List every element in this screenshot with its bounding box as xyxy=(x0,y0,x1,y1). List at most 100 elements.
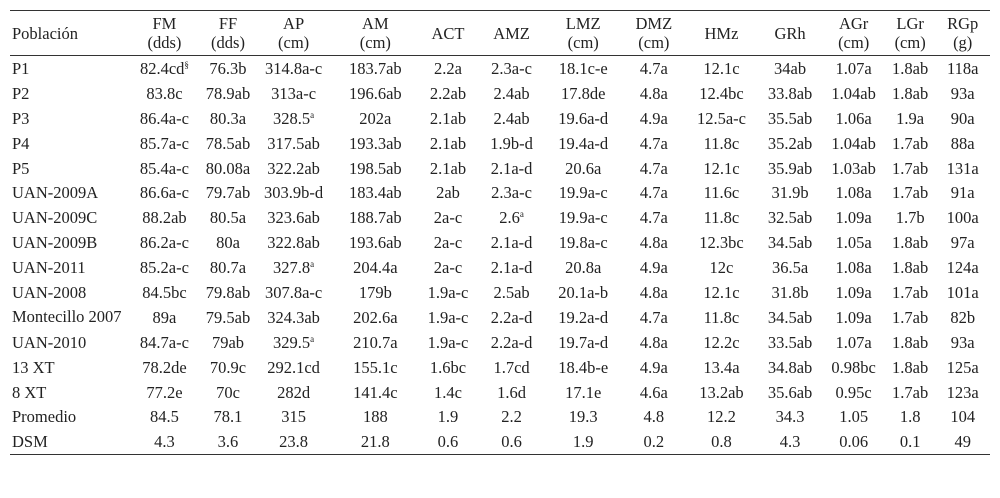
footnote-mark: § xyxy=(184,59,189,70)
table-cell: 1.9a-c xyxy=(427,307,469,327)
column-header: HMz xyxy=(685,11,758,56)
table-cell: 4.9a xyxy=(639,357,668,377)
column-label: DMZ xyxy=(635,14,673,33)
column-header: AM (cm) xyxy=(334,11,417,56)
table-cell: 123a xyxy=(946,382,979,402)
table-cell: 1.8 xyxy=(899,407,921,427)
table-cell: 78.9ab xyxy=(205,83,251,103)
table-cell: 12.1c xyxy=(703,158,740,178)
table-cell: 32.5ab xyxy=(767,208,813,228)
table-cell: 34ab xyxy=(774,58,807,78)
data-table: Población FM (dds) FF (dds) AP (cm) AM (cm) ACT AM… xyxy=(10,10,990,455)
table-cell: 198.5ab xyxy=(348,158,402,178)
table-cell: 82.4cd§ xyxy=(126,56,203,81)
table-cell: 86.4a-c xyxy=(139,108,189,128)
table-cell: 329.5a xyxy=(253,330,334,355)
table-cell: 11.8c xyxy=(703,307,740,327)
table-cell: 78.1 xyxy=(213,407,243,427)
table-cell: 2.1ab xyxy=(429,158,467,178)
table-cell: 78.5ab xyxy=(205,133,251,153)
table-cell: 125a xyxy=(946,357,979,377)
table-cell: 101a xyxy=(946,282,979,302)
table-cell: 19.3 xyxy=(568,407,598,427)
table-cell: 4.9a xyxy=(639,108,668,128)
table-cell: 17.8de xyxy=(560,83,606,103)
table-cell: 33.8ab xyxy=(767,83,813,103)
column-unit: (g) xyxy=(953,33,973,52)
column-header: Población xyxy=(10,11,126,56)
table-cell: 4.7a xyxy=(639,58,668,78)
table-cell: 307.8a-c xyxy=(264,282,323,302)
table-cell: 31.9b xyxy=(771,183,809,203)
table-cell: 85.4a-c xyxy=(139,158,189,178)
table-cell: 84.5 xyxy=(149,407,179,427)
row-label: UAN-2010 xyxy=(12,332,87,352)
table-cell: 11.8c xyxy=(703,208,740,228)
column-header: FM (dds) xyxy=(126,11,203,56)
table-cell: 19.9a-c xyxy=(558,183,608,203)
table-cell: 1.4c xyxy=(434,382,462,402)
row-label: P4 xyxy=(12,133,30,153)
row-label: Montecillo 2007 xyxy=(12,307,122,327)
table-cell: 4.7a xyxy=(639,307,668,327)
table-cell: 1.7ab xyxy=(892,307,929,327)
table-cell: 88.2ab xyxy=(142,208,187,228)
table-cell: 80a xyxy=(216,233,240,253)
table-cell: 89a xyxy=(152,307,177,327)
row-label: P2 xyxy=(12,83,30,103)
table-cell: 88a xyxy=(950,133,975,153)
table-row: P5 85.4a-c 80.08a 322.2ab 198.5ab 2.1ab 2.1a-d… xyxy=(10,156,990,181)
table-cell: 2.1a-d xyxy=(490,258,533,278)
footnote-mark: a xyxy=(519,209,524,220)
table-row: UAN-2011 85.2a-c 80.7a 327.8a 204.4a 2a-c 2.1a… xyxy=(10,255,990,280)
table-cell: 1.7ab xyxy=(892,158,929,178)
table-cell: 93a xyxy=(950,332,975,352)
table-cell: 1.6d xyxy=(497,382,526,402)
table-cell: 4.7a xyxy=(639,158,668,178)
table-cell: 2.5ab xyxy=(493,282,530,302)
table-cell: 131a xyxy=(946,158,979,178)
table-cell: 4.8a xyxy=(639,282,668,302)
table-cell: 19.6a-d xyxy=(558,108,609,128)
table-cell: 141.4c xyxy=(353,382,398,402)
table-cell: 1.8ab xyxy=(892,58,929,78)
table-cell: 34.3 xyxy=(775,407,805,427)
column-unit: (cm) xyxy=(278,33,310,52)
table-row: P2 83.8c 78.9ab 313a-c 196.6ab 2.2ab 2.4ab 17.8… xyxy=(10,81,990,106)
column-unit: (cm) xyxy=(359,33,391,52)
column-label: LMZ xyxy=(565,14,601,33)
table-cell: 84.7a-c xyxy=(139,332,189,352)
table-cell: 1.06a xyxy=(835,108,872,128)
table-row: UAN-2010 84.7a-c 79ab 329.5a 210.7a 1.9a-c 2.2… xyxy=(10,330,990,355)
table-cell: 1.8ab xyxy=(892,258,929,278)
table-cell: 35.9ab xyxy=(767,158,813,178)
table-cell: 2.6a xyxy=(479,205,544,230)
column-label: AMZ xyxy=(493,23,530,43)
table-cell: 19.7a-d xyxy=(558,332,609,352)
column-unit: (cm) xyxy=(567,33,599,52)
table-cell: 77.2e xyxy=(146,382,183,402)
table-cell: 322.2ab xyxy=(267,158,320,178)
table-cell: 327.8a xyxy=(253,255,334,280)
table-cell: 314.8a-c xyxy=(264,58,323,78)
table-row: Promedio 84.5 78.1 315 188 1.9 2.2 19.3 4.8 12.2 3… xyxy=(10,404,990,429)
table-row: 8 XT 77.2e 70c 282d 141.4c 1.4c 1.6d 17.1e 4.6a 1… xyxy=(10,380,990,405)
table-cell: 282d xyxy=(277,382,311,402)
table-cell: 11.8c xyxy=(703,133,740,153)
table-cell: 1.04ab xyxy=(831,133,876,153)
table-cell: 1.08a xyxy=(835,183,872,203)
table-cell: 20.8a xyxy=(565,258,602,278)
table-cell: 76.3b xyxy=(209,58,247,78)
cell-value: 327.8 xyxy=(273,258,311,278)
table-cell: 104 xyxy=(950,407,976,427)
column-unit: (cm) xyxy=(638,33,670,52)
table-cell: 2.2 xyxy=(501,407,522,427)
table-cell: 19.8a-c xyxy=(558,233,608,253)
row-label: P5 xyxy=(12,158,30,178)
table-cell: 2.2a-d xyxy=(490,332,533,352)
table-cell: 0.6 xyxy=(437,432,459,452)
column-label: AM xyxy=(362,14,389,33)
table-cell: 33.5ab xyxy=(767,332,813,352)
table-cell: 84.5bc xyxy=(142,282,187,302)
table-cell: 34.5ab xyxy=(767,233,813,253)
